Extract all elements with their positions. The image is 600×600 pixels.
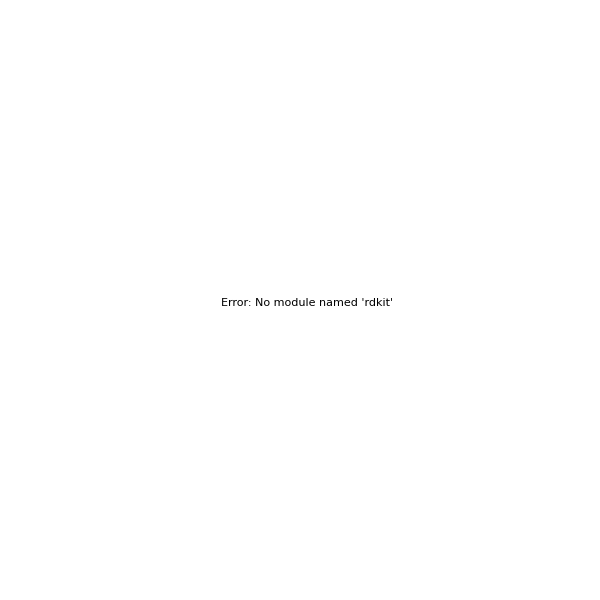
Text: Error: No module named 'rdkit': Error: No module named 'rdkit'	[221, 298, 394, 308]
